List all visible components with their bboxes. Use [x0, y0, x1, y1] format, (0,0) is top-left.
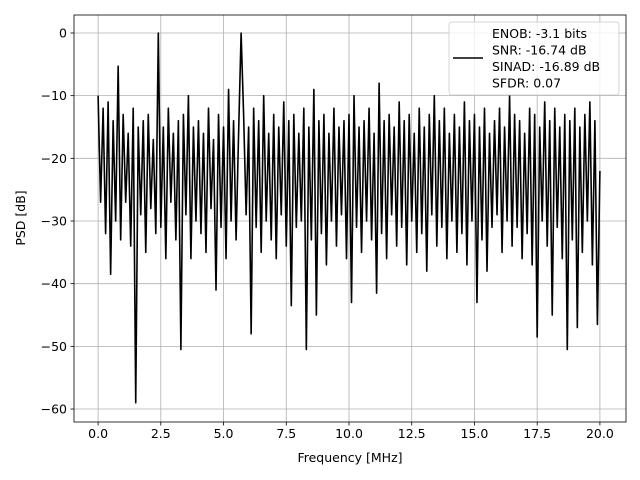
y-tick-label: −50 [41, 339, 67, 354]
y-tick-label: −20 [41, 151, 67, 166]
y-axis-ticks: 0 −10 −20 −30 −40 −50 −60 [41, 25, 74, 417]
x-tick-label: 5.0 [214, 426, 234, 441]
y-tick-label: −60 [41, 402, 67, 417]
y-tick-label: −30 [41, 214, 67, 229]
psd-series-line [97, 32, 601, 404]
y-tick-label: −10 [41, 88, 67, 103]
legend-entry: ENOB: -3.1 bits [492, 26, 587, 41]
x-tick-label: 15.0 [461, 426, 489, 441]
legend-entry: SFDR: 0.07 [492, 76, 561, 91]
x-tick-label: 17.5 [523, 426, 551, 441]
x-tick-label: 7.5 [276, 426, 296, 441]
x-tick-label: 2.5 [151, 426, 171, 441]
y-tick-label: 0 [59, 25, 67, 40]
legend-entry: SINAD: -16.89 dB [492, 59, 600, 74]
x-axis-ticks: 0.0 2.5 5.0 7.5 10.0 12.5 15.0 17.5 20.0 [88, 422, 614, 441]
x-tick-label: 20.0 [586, 426, 614, 441]
legend-entry: SNR: -16.74 dB [492, 43, 587, 58]
x-tick-label: 12.5 [398, 426, 426, 441]
x-axis-label: Frequency [MHz] [297, 450, 402, 465]
x-tick-label: 0.0 [88, 426, 108, 441]
legend-box [448, 21, 620, 96]
y-tick-label: −40 [41, 276, 67, 291]
plot-area [97, 32, 601, 404]
axes-frame [73, 14, 627, 423]
y-axis-label: PSD [dB] [13, 190, 28, 245]
x-tick-label: 10.0 [335, 426, 363, 441]
